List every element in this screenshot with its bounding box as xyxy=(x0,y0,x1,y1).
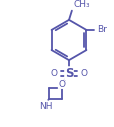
Text: Br: Br xyxy=(96,25,106,34)
Text: O: O xyxy=(79,69,86,78)
Text: O: O xyxy=(58,80,64,89)
Text: S: S xyxy=(64,67,73,80)
Text: CH₃: CH₃ xyxy=(72,0,89,9)
Text: O: O xyxy=(50,69,57,78)
Text: NH: NH xyxy=(39,102,52,111)
